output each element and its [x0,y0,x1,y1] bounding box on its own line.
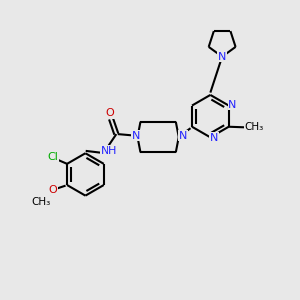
Text: N: N [218,52,226,62]
Text: CH₃: CH₃ [32,196,51,206]
Text: N: N [132,130,140,141]
Text: CH₃: CH₃ [245,122,264,132]
Text: H: H [108,146,117,156]
Text: N: N [101,146,109,156]
Text: N: N [228,100,237,110]
Text: Cl: Cl [48,152,59,162]
Text: O: O [106,109,115,118]
Text: N: N [179,130,188,141]
Text: O: O [49,185,58,195]
Text: N: N [210,133,218,143]
